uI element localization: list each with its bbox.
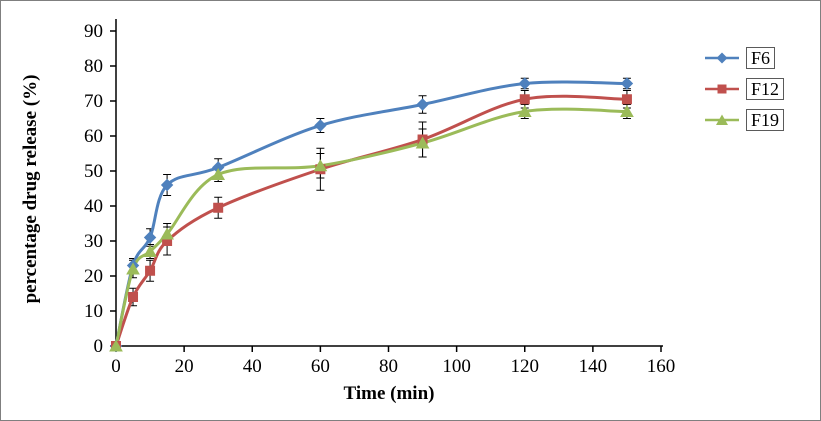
x-axis-title: Time (min) [343, 383, 435, 404]
triangle-marker-f19 [620, 104, 634, 117]
x-tick-label: 20 [175, 356, 194, 377]
diamond-marker-f6 [620, 77, 634, 90]
x-tick-label: 100 [442, 356, 471, 377]
y-tick-label: 80 [84, 56, 103, 77]
square-marker-f12 [128, 292, 139, 302]
y-tick-label: 90 [84, 21, 103, 42]
square-marker-f12 [145, 265, 156, 276]
x-tick-label: 40 [243, 356, 262, 377]
triangle-marker-f19 [517, 104, 532, 117]
y-tick-label: 0 [94, 336, 104, 357]
legend-label: F12 [746, 78, 785, 100]
square-marker-f12 [621, 94, 632, 105]
y-tick-label: 50 [84, 161, 103, 182]
series-line-f6 [114, 80, 629, 348]
legend-label: F19 [746, 109, 785, 131]
y-tick-label: 10 [84, 301, 103, 322]
legend-entry-f12: F12 [705, 78, 785, 100]
diamond-marker-f6 [314, 119, 327, 132]
y-tick-label: 40 [84, 196, 103, 217]
diamond-legend-marker-icon [705, 52, 739, 64]
legend-label: F6 [746, 47, 776, 69]
x-tick-label: 60 [311, 356, 330, 377]
diamond-marker-f6 [416, 98, 429, 111]
square-marker-f12 [213, 202, 224, 213]
x-tick-label: 80 [379, 356, 398, 377]
series-line-f19 [114, 107, 629, 348]
square-legend-marker-icon [705, 84, 739, 94]
x-tick-label: 140 [579, 356, 608, 377]
series-line-f12 [114, 94, 629, 348]
legend-entry-f19: F19 [705, 109, 785, 131]
legend: F6 F12 F19 [705, 47, 785, 131]
square-marker-f12 [519, 94, 530, 105]
diamond-marker-f6 [518, 77, 531, 90]
y-tick-label: 60 [84, 126, 103, 147]
triangle-marker-f19 [415, 136, 430, 149]
y-axis-title: percentage drug release (%) [20, 74, 41, 304]
triangle-marker-f19 [143, 244, 157, 257]
triangle-marker-f19 [313, 159, 328, 172]
triangle-marker-f19 [160, 227, 174, 240]
triangle-marker-f19 [109, 339, 123, 352]
y-tick-label: 20 [84, 266, 103, 287]
x-tick-label: 160 [647, 356, 676, 377]
triangle-marker-f19 [126, 262, 140, 275]
legend-entry-f6: F6 [705, 47, 784, 69]
y-tick-label: 30 [84, 231, 103, 252]
x-tick-label: 0 [111, 356, 121, 377]
triangle-marker-f19 [211, 167, 226, 180]
x-tick-label: 120 [511, 356, 540, 377]
triangle-legend-marker-icon [705, 114, 739, 125]
diamond-marker-f6 [160, 178, 174, 192]
diamond-marker-f6 [143, 231, 157, 244]
y-tick-label: 70 [84, 91, 103, 112]
